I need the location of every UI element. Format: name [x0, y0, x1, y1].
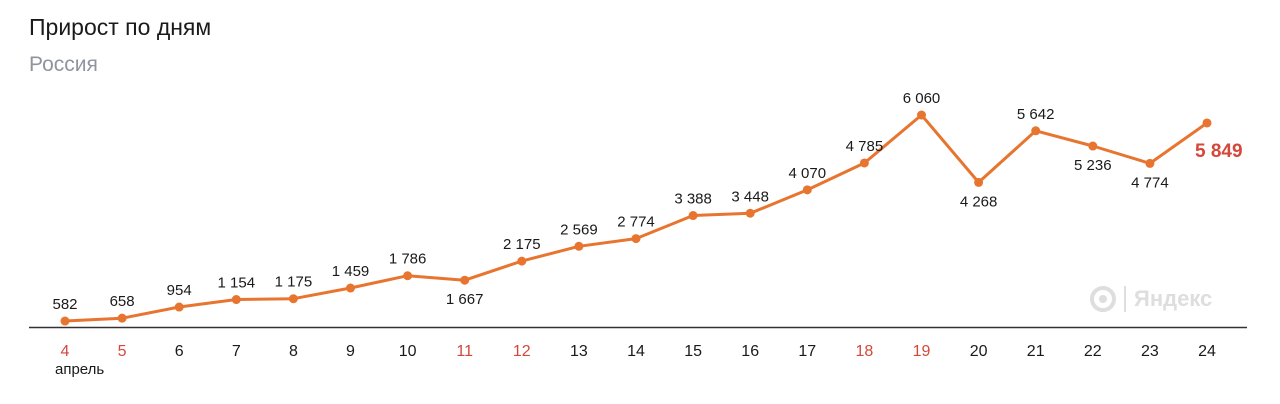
data-point [403, 271, 413, 281]
data-point [574, 241, 584, 251]
data-point [60, 316, 70, 326]
x-tick-label: 19 [913, 343, 931, 360]
data-point [174, 302, 184, 312]
x-tick-label: 11 [456, 343, 473, 360]
data-label: 3 388 [674, 191, 712, 208]
data-label: 658 [110, 293, 135, 310]
data-point [1202, 118, 1212, 128]
data-label: 1 154 [218, 275, 256, 292]
data-label: 5 236 [1074, 157, 1112, 174]
data-label: 582 [52, 296, 77, 313]
data-label: 4 268 [960, 193, 998, 210]
x-tick-label: 8 [289, 343, 298, 360]
x-tick-label: 21 [1027, 343, 1045, 360]
data-point [1088, 141, 1098, 151]
watermark-text: Яндекс [1134, 286, 1213, 311]
data-point [859, 158, 869, 168]
chart-subtitle: Россия [29, 53, 98, 76]
x-tick-label: 22 [1084, 343, 1102, 360]
data-label: 4 785 [846, 138, 884, 155]
data-point [117, 313, 127, 323]
data-label: 6 060 [903, 90, 941, 107]
x-tick-label: 12 [513, 343, 531, 360]
data-point [745, 208, 755, 218]
data-point [288, 294, 298, 304]
data-point [802, 185, 812, 195]
x-tick-label: 16 [741, 343, 759, 360]
data-label-last: 5 849 [1195, 141, 1243, 162]
x-tick-label: 7 [232, 343, 241, 360]
data-point [917, 110, 926, 120]
data-label: 1 667 [446, 291, 484, 308]
data-point [517, 256, 527, 266]
data-label: 954 [167, 282, 192, 299]
data-label: 1 786 [389, 251, 427, 268]
x-tick-label: 18 [856, 343, 874, 360]
data-point [346, 283, 355, 293]
x-tick-label: 15 [684, 343, 702, 360]
yandex-watermark: Яндекс [1090, 286, 1212, 312]
data-label: 4 070 [789, 165, 827, 182]
x-tick-label: 20 [970, 343, 988, 360]
data-label: 2 569 [560, 221, 598, 238]
data-label: 2 774 [617, 214, 655, 231]
data-label: 1 459 [332, 263, 370, 280]
data-point [974, 177, 984, 187]
chart-title: Прирост по дням [29, 14, 212, 40]
data-point [688, 211, 698, 221]
x-tick-label: 4 [61, 343, 70, 360]
x-month-label: апрель [55, 361, 104, 378]
data-label: 1 175 [275, 274, 313, 291]
data-label: 3 448 [731, 188, 769, 205]
data-label: 4 774 [1131, 174, 1169, 191]
data-point [231, 295, 241, 305]
x-tick-label: 14 [627, 343, 645, 360]
x-tick-label: 13 [570, 343, 588, 360]
data-label: 2 175 [503, 236, 541, 253]
logo-divider [1124, 286, 1126, 312]
x-tick-label: 10 [399, 343, 417, 360]
yandex-logo-icon [1090, 286, 1116, 312]
x-tick-label: 9 [346, 343, 355, 360]
data-point [1145, 158, 1155, 168]
data-point [1031, 126, 1041, 136]
x-tick-label: 6 [175, 343, 184, 360]
x-tick-label: 23 [1141, 343, 1159, 360]
data-point [460, 275, 470, 285]
x-tick-label: 17 [798, 343, 816, 360]
data-label: 5 642 [1017, 106, 1055, 123]
x-tick-label: 5 [118, 343, 127, 360]
data-point [631, 234, 641, 244]
x-tick-label: 24 [1198, 343, 1216, 360]
